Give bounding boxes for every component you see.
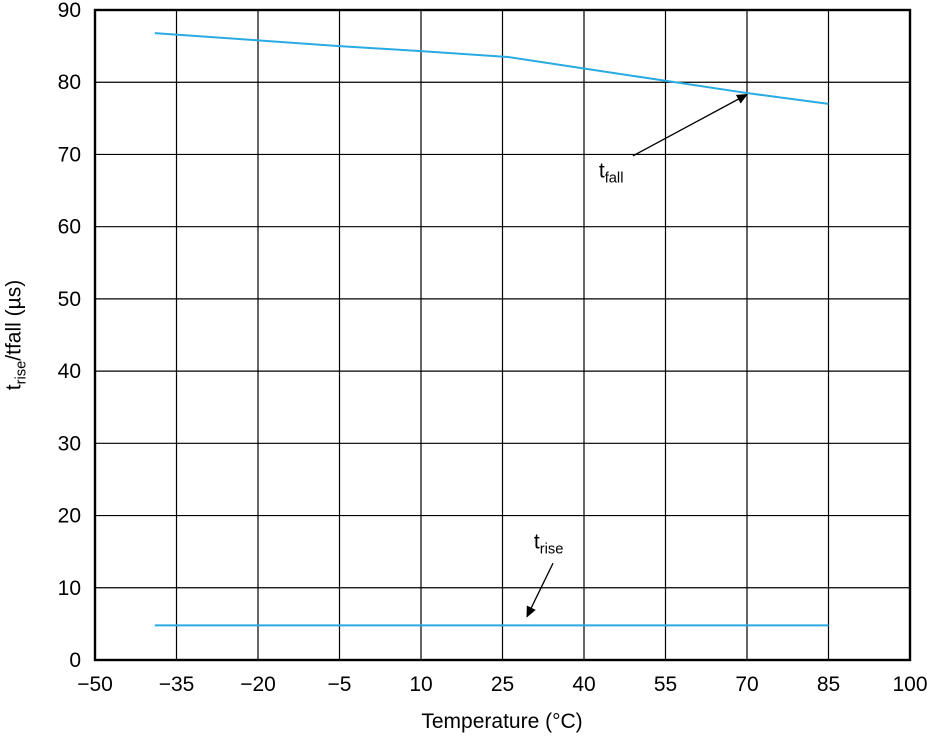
y-tick-label: 50: [58, 288, 81, 311]
y-axis-label-post: /tfall (µs): [2, 279, 26, 361]
x-tick-label: −5: [328, 673, 352, 696]
y-tick-label: 20: [58, 505, 81, 528]
x-axis-label: Temperature (°C): [421, 710, 583, 733]
x-tick-label: −20: [240, 673, 276, 696]
annotation-label-t_rise: trise: [534, 531, 564, 558]
x-tick-label: 55: [654, 673, 677, 696]
series-line-t_fall: [154, 32, 829, 105]
annotation-arrow-t_rise: [526, 562, 554, 618]
x-tick-label: 10: [409, 673, 432, 696]
annotation-label-pre: t: [533, 530, 540, 554]
annotation-label-t_fall: tfall: [599, 159, 624, 186]
x-tick-label: 85: [817, 673, 840, 696]
y-tick-label: 0: [69, 649, 81, 672]
x-tick-label: −35: [159, 673, 195, 696]
y-tick-label: 40: [58, 360, 81, 383]
annotation-arrow-t_fall: [632, 93, 748, 157]
annotation-label-sub: rise: [539, 542, 564, 559]
y-tick-label: 90: [58, 0, 81, 22]
x-tick-label: 100: [892, 673, 927, 696]
x-tick-label: 40: [572, 673, 595, 696]
plot-border: [93, 8, 912, 662]
x-tick-label: −50: [77, 673, 113, 696]
y-axis-label-pre: t: [2, 384, 26, 391]
y-tick-label: 70: [58, 143, 81, 166]
y-tick-label: 80: [58, 71, 81, 94]
y-axis-label-sub: rise: [13, 360, 30, 385]
y-tick-label: 60: [58, 216, 81, 239]
annotation-label-sub: fall: [604, 170, 624, 187]
annotation-label-pre: t: [598, 158, 605, 182]
y-axis-label: trise/tfall (µs): [2, 280, 29, 390]
y-tick-label: 10: [58, 577, 81, 600]
x-tick-label: 25: [491, 673, 514, 696]
x-tick-label: 70: [735, 673, 758, 696]
y-tick-label: 30: [58, 432, 81, 455]
